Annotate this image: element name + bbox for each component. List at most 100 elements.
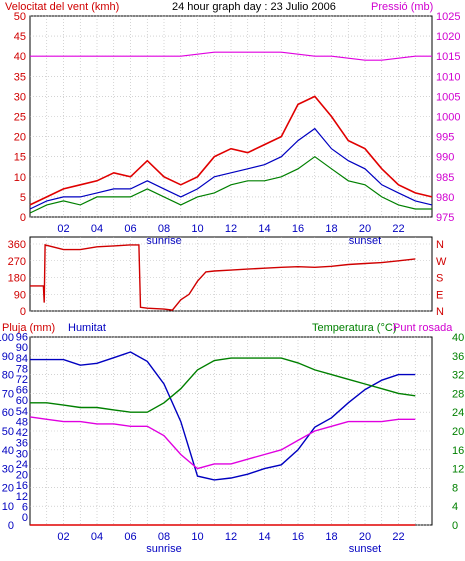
wind-y-tick: 5 [20,192,26,204]
temperature-y-tick: 32 [452,370,464,382]
x-tick-label: 12 [225,223,237,235]
temperature-y-tick: 40 [452,332,464,344]
wind-y-tick: 25 [14,112,26,124]
pressure-title-label: Pressió (mb) [371,1,433,13]
atmosphere-x-ticks: 02 04 06 08 10 12 14 16 18 20 22 sunrise sunset [57,531,404,555]
direction-y-tick: 360 [8,239,26,251]
temperature-y-tick: 24 [452,407,464,419]
humidity-y-tick: 42 [16,427,28,439]
gust-line [29,155,432,214]
rain-y-tick: 20 [2,482,14,494]
pressure-y-tick: 1005 [436,91,460,103]
humidity-label: Humitat [68,322,106,334]
direction-grid [30,237,432,312]
x-tick-label: 22 [392,223,404,235]
wind-y-tick: 50 [14,11,26,23]
humidity-y-tick: 96 [16,332,28,344]
temperature-y-tick: 20 [452,426,464,438]
pressure-y-tick: 975 [436,212,454,224]
humidity-y-tick: 72 [16,374,28,386]
humidity-y-tick: 60 [16,395,28,407]
rain-y-tick: 60 [2,407,14,419]
humidity-y-tick: 66 [16,385,28,397]
wind-y-tick: 30 [14,91,26,103]
dewpoint-label: Punt rosada [393,322,453,334]
wind-y-tick: 45 [14,31,26,43]
rain-left-ticks: 0 10 20 30 40 50 60 70 80 90 100 [0,332,14,532]
x-tick-label: 18 [325,531,337,543]
wind-panel: Velocitat del vent (kmh) 24 hour graph d… [5,1,460,247]
x-tick-label: 12 [225,531,237,543]
pressure-y-tick: 990 [436,152,454,164]
compass-y-tick: W [436,256,447,268]
compass-y-tick: N [436,306,444,318]
wind-y-tick: 35 [14,71,26,83]
humidity-line [30,351,416,481]
humidity-y-tick: 0 [22,512,28,524]
rain-y-tick: 40 [2,445,14,457]
wind-y-tick: 40 [14,51,26,63]
humidity-y-tick: 48 [16,416,28,428]
temperature-right-ticks: 0 4 8 12 16 20 24 28 32 36 40 [452,332,464,532]
direction-y-tick: 0 [20,306,26,318]
temperature-y-tick: 28 [452,388,464,400]
x-tick-label: 16 [292,531,304,543]
x-tick-label: 20 [359,223,371,235]
wind-y-tick: 15 [14,152,26,164]
wind-line [29,95,433,206]
x-tick-label: 08 [158,223,170,235]
x-tick-label: 18 [325,223,337,235]
atmosphere-panel: Pluja (mm) Humitat Temperatura (°C) Punt… [0,322,464,555]
temperature-label: Temperatura (°C) [312,322,396,334]
x-tick-label: 16 [292,223,304,235]
x-tick-label: 04 [91,223,103,235]
x-tick-label: 02 [57,531,69,543]
pressure-y-tick: 1025 [436,11,460,23]
humidity-y-tick: 30 [16,448,28,460]
temperature-y-tick: 36 [452,351,464,363]
humidity-y-tick: 16 [16,480,28,492]
pressure-y-tick: 1000 [436,112,460,124]
wind-title-label: Velocitat del vent (kmh) [5,1,119,13]
direction-left-ticks: 0 90 180 270 360 [8,239,26,318]
x-tick-label: 14 [258,223,270,235]
x-tick-label: 10 [191,531,203,543]
rain-y-tick: 10 [2,501,14,513]
pressure-y-tick: 1020 [436,31,460,43]
humidity-y-tick: 84 [16,353,28,365]
humidity-y-tick: 78 [16,363,28,375]
wind-left-ticks: 0 5 10 15 20 25 30 35 40 45 50 [14,11,26,224]
temperature-y-tick: 4 [452,501,458,513]
dewpoint-line [29,416,416,470]
temperature-y-tick: 12 [452,464,464,476]
temperature-line [30,357,416,413]
compass-y-tick: N [436,239,444,251]
humidity-y-tick: 36 [16,438,28,450]
direction-y-tick: 90 [14,289,26,301]
humidity-y-tick: 90 [16,342,28,354]
x-tick-label: 20 [359,531,371,543]
direction-y-tick: 270 [8,256,26,268]
rain-y-tick: 100 [0,332,14,344]
humidity-y-tick: 24 [16,459,28,471]
rain-y-tick: 50 [2,426,14,438]
rain-label: Pluja (mm) [2,322,55,334]
pressure-y-tick: 980 [436,192,454,204]
pressure-line [30,51,432,61]
x-tick-label: 10 [191,223,203,235]
direction-y-tick: 180 [8,273,26,285]
sunrise-label-bottom: sunrise [146,543,181,555]
x-tick-label: 06 [124,223,136,235]
humidity-y-tick: 6 [22,501,28,513]
rain-y-tick: 80 [2,370,14,382]
compass-y-tick: E [436,289,443,301]
wind_avg-line [29,127,433,210]
x-tick-label: 22 [392,531,404,543]
pressure-right-ticks: 975 980 985 990 995 1000 1005 1010 1015 1020 1025 [436,11,460,224]
wind-grid [30,15,432,218]
x-tick-label: 02 [57,223,69,235]
sunset-label-bottom: sunset [349,543,381,555]
wind-y-tick: 0 [20,212,26,224]
